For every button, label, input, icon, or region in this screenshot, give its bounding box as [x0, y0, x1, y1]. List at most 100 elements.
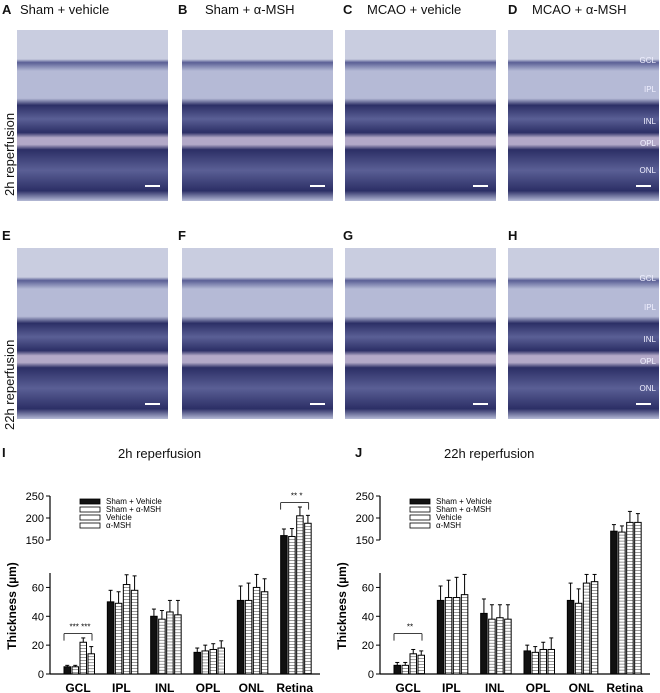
row-label-22h: 22h reperfusion [2, 339, 17, 430]
layer-label-onl: ONL [639, 166, 656, 175]
legend-label: Sham + Vehicle [106, 497, 162, 506]
x-tick-label: Retina [276, 681, 313, 693]
bar [401, 664, 409, 675]
bar [626, 521, 634, 675]
y-tick-label: 150 [356, 535, 374, 547]
bar [436, 599, 445, 675]
retina-micrograph-c [345, 30, 496, 201]
retina-micrograph-g [345, 248, 496, 419]
panel-letter-e: E [2, 228, 11, 243]
y-axis-label: Thickness (µm) [335, 562, 349, 650]
x-tick-label: Retina [606, 681, 643, 693]
y-tick-label: 250 [26, 491, 44, 503]
layer-label-opl: OPL [639, 139, 656, 148]
bar [260, 591, 269, 675]
layer-label-ipl: IPL [643, 85, 656, 94]
legend-swatch [79, 498, 101, 505]
bar [452, 597, 461, 675]
scale-bar [310, 403, 325, 405]
panel-title-d: MCAO + α-MSH [532, 2, 627, 17]
y-tick-label: 40 [362, 611, 374, 623]
bar [217, 647, 225, 675]
bar [634, 521, 642, 675]
scale-bar [473, 185, 488, 187]
bar [480, 612, 488, 675]
retina-micrograph-a [17, 30, 168, 201]
legend-label: α-MSH [436, 521, 461, 530]
bar [460, 594, 469, 675]
chart-title-i: 2h reperfusion [118, 446, 202, 461]
retina-micrograph-e [17, 248, 168, 419]
chart-j: 0 20 40 60 150 200 250 Thickness (µm) GCL IPL INL O… [335, 491, 650, 693]
retina-micrograph-h: GCL IPL INL OPL ONL [508, 248, 659, 419]
y-tick-label: 60 [32, 582, 44, 594]
scale-bar [473, 403, 488, 405]
bar [252, 586, 261, 675]
legend-swatch [79, 514, 101, 521]
x-tick-label: OPL [196, 681, 221, 693]
scale-bar [145, 185, 160, 187]
y-tick-label: 0 [368, 669, 374, 681]
x-tick-label: ONL [569, 681, 594, 693]
bar [590, 581, 599, 675]
scale-bar [636, 403, 651, 405]
bar [201, 650, 209, 675]
bar [582, 582, 591, 675]
x-tick-label: IPL [112, 681, 131, 693]
panel-letter-c: C [343, 2, 353, 17]
bar [531, 651, 539, 675]
x-tick-label: INL [485, 681, 504, 693]
bar [296, 515, 304, 675]
significance-stars: *** *** [70, 623, 91, 632]
bar [150, 615, 158, 675]
bar [63, 666, 71, 675]
bar [122, 584, 131, 675]
y-tick-label: 250 [356, 491, 374, 503]
bar [236, 599, 245, 675]
y-tick-label: 0 [38, 669, 44, 681]
layer-label-gcl: GCL [639, 274, 656, 283]
row-label-2h: 2h reperfusion [2, 112, 17, 196]
legend-label: Sham + α-MSH [106, 505, 161, 514]
bar [158, 618, 166, 675]
layer-label-opl: OPL [639, 357, 656, 366]
bar [523, 650, 531, 675]
panel-letter-i: I [2, 445, 6, 460]
legend-swatch [409, 522, 431, 529]
bar [304, 522, 312, 675]
legend-label: Sham + Vehicle [436, 497, 492, 506]
scale-bar [145, 403, 160, 405]
bar [244, 599, 253, 675]
bar [566, 599, 575, 675]
legend-swatch [409, 498, 431, 505]
panel-title-c: MCAO + vehicle [367, 2, 462, 17]
significance-stars: ** * [291, 492, 303, 501]
x-tick-label: INL [155, 681, 174, 693]
legend-swatch [79, 506, 101, 513]
x-tick-label: GCL [65, 681, 90, 693]
x-tick-label: GCL [395, 681, 420, 693]
panel-letter-h: H [508, 228, 518, 243]
panel-letter-f: F [178, 228, 186, 243]
scale-bar [310, 185, 325, 187]
bar [393, 664, 401, 675]
x-tick-label: IPL [442, 681, 461, 693]
retina-micrograph-f [182, 248, 333, 419]
bar [106, 601, 115, 675]
panel-letter-b: B [178, 2, 188, 17]
scale-bar [636, 185, 651, 187]
layer-label-ipl: IPL [643, 303, 656, 312]
bar [610, 530, 618, 675]
panel-letter-d: D [508, 2, 518, 17]
bar [444, 597, 453, 675]
y-tick-label: 200 [356, 513, 374, 525]
layer-label-inl: INL [643, 335, 656, 344]
bar [193, 651, 201, 675]
retina-micrograph-d: GCL IPL INL OPL ONL [508, 30, 659, 201]
legend-label: α-MSH [106, 521, 131, 530]
legend-label: Vehicle [106, 513, 132, 522]
panel-letter-g: G [343, 228, 354, 243]
y-tick-label: 40 [32, 611, 44, 623]
x-tick-label: ONL [239, 681, 264, 693]
layer-label-inl: INL [643, 117, 656, 126]
